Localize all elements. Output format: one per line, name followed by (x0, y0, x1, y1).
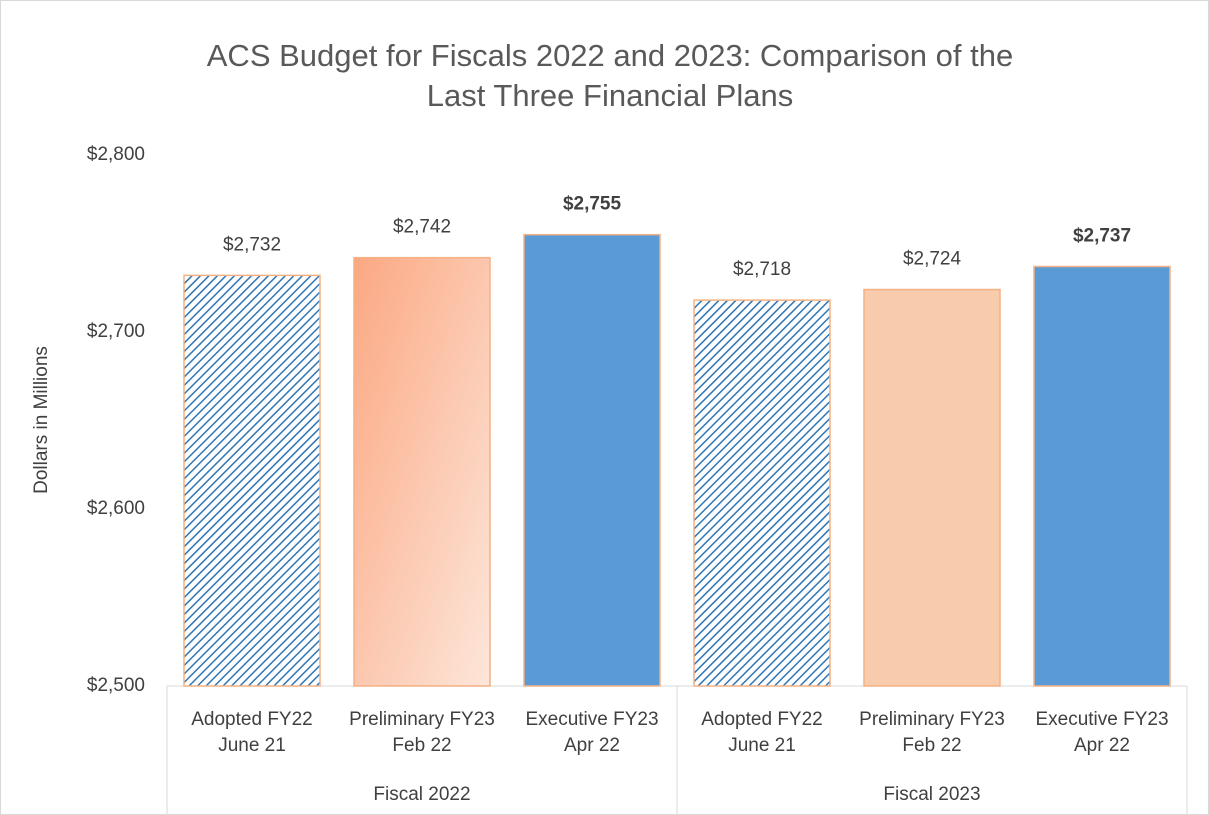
chart-title: ACS Budget for Fiscals 2022 and 2023: Co… (206, 38, 1014, 113)
data-label: $2,742 (393, 217, 451, 238)
y-axis-title: Dollars in Millions (31, 346, 52, 494)
bar (693, 299, 831, 687)
y-tick-label: $2,800 (87, 144, 145, 165)
x-tick-label: Adopted FY22 (701, 709, 822, 730)
x-tick-label: June 21 (218, 735, 286, 756)
x-tick-label: Apr 22 (564, 735, 620, 756)
data-label: $2,737 (1073, 226, 1131, 247)
data-label: $2,724 (903, 249, 962, 270)
data-label: $2,718 (733, 259, 791, 280)
data-label: $2,732 (223, 234, 281, 255)
y-tick-label: $2,600 (87, 498, 145, 519)
group-label: Fiscal 2023 (883, 784, 980, 805)
x-tick-label: June 21 (728, 735, 796, 756)
x-tick-label: Feb 22 (902, 735, 961, 756)
x-tick-label: Feb 22 (392, 735, 451, 756)
bar (183, 274, 321, 687)
group-label: Fiscal 2022 (373, 784, 470, 805)
bar (353, 256, 491, 687)
x-tick-label: Apr 22 (1074, 735, 1130, 756)
data-label: $2,755 (563, 194, 622, 215)
bar (1033, 265, 1171, 687)
y-tick-label: $2,700 (87, 321, 145, 342)
x-tick-label: Adopted FY22 (191, 709, 312, 730)
x-tick-label: Executive FY23 (1035, 709, 1168, 730)
bar (523, 233, 661, 687)
y-tick-label: $2,500 (87, 675, 145, 696)
x-tick-label: Preliminary FY23 (349, 709, 495, 730)
x-tick-label: Executive FY23 (525, 709, 658, 730)
bar (863, 288, 1001, 687)
x-tick-label: Preliminary FY23 (859, 709, 1005, 730)
